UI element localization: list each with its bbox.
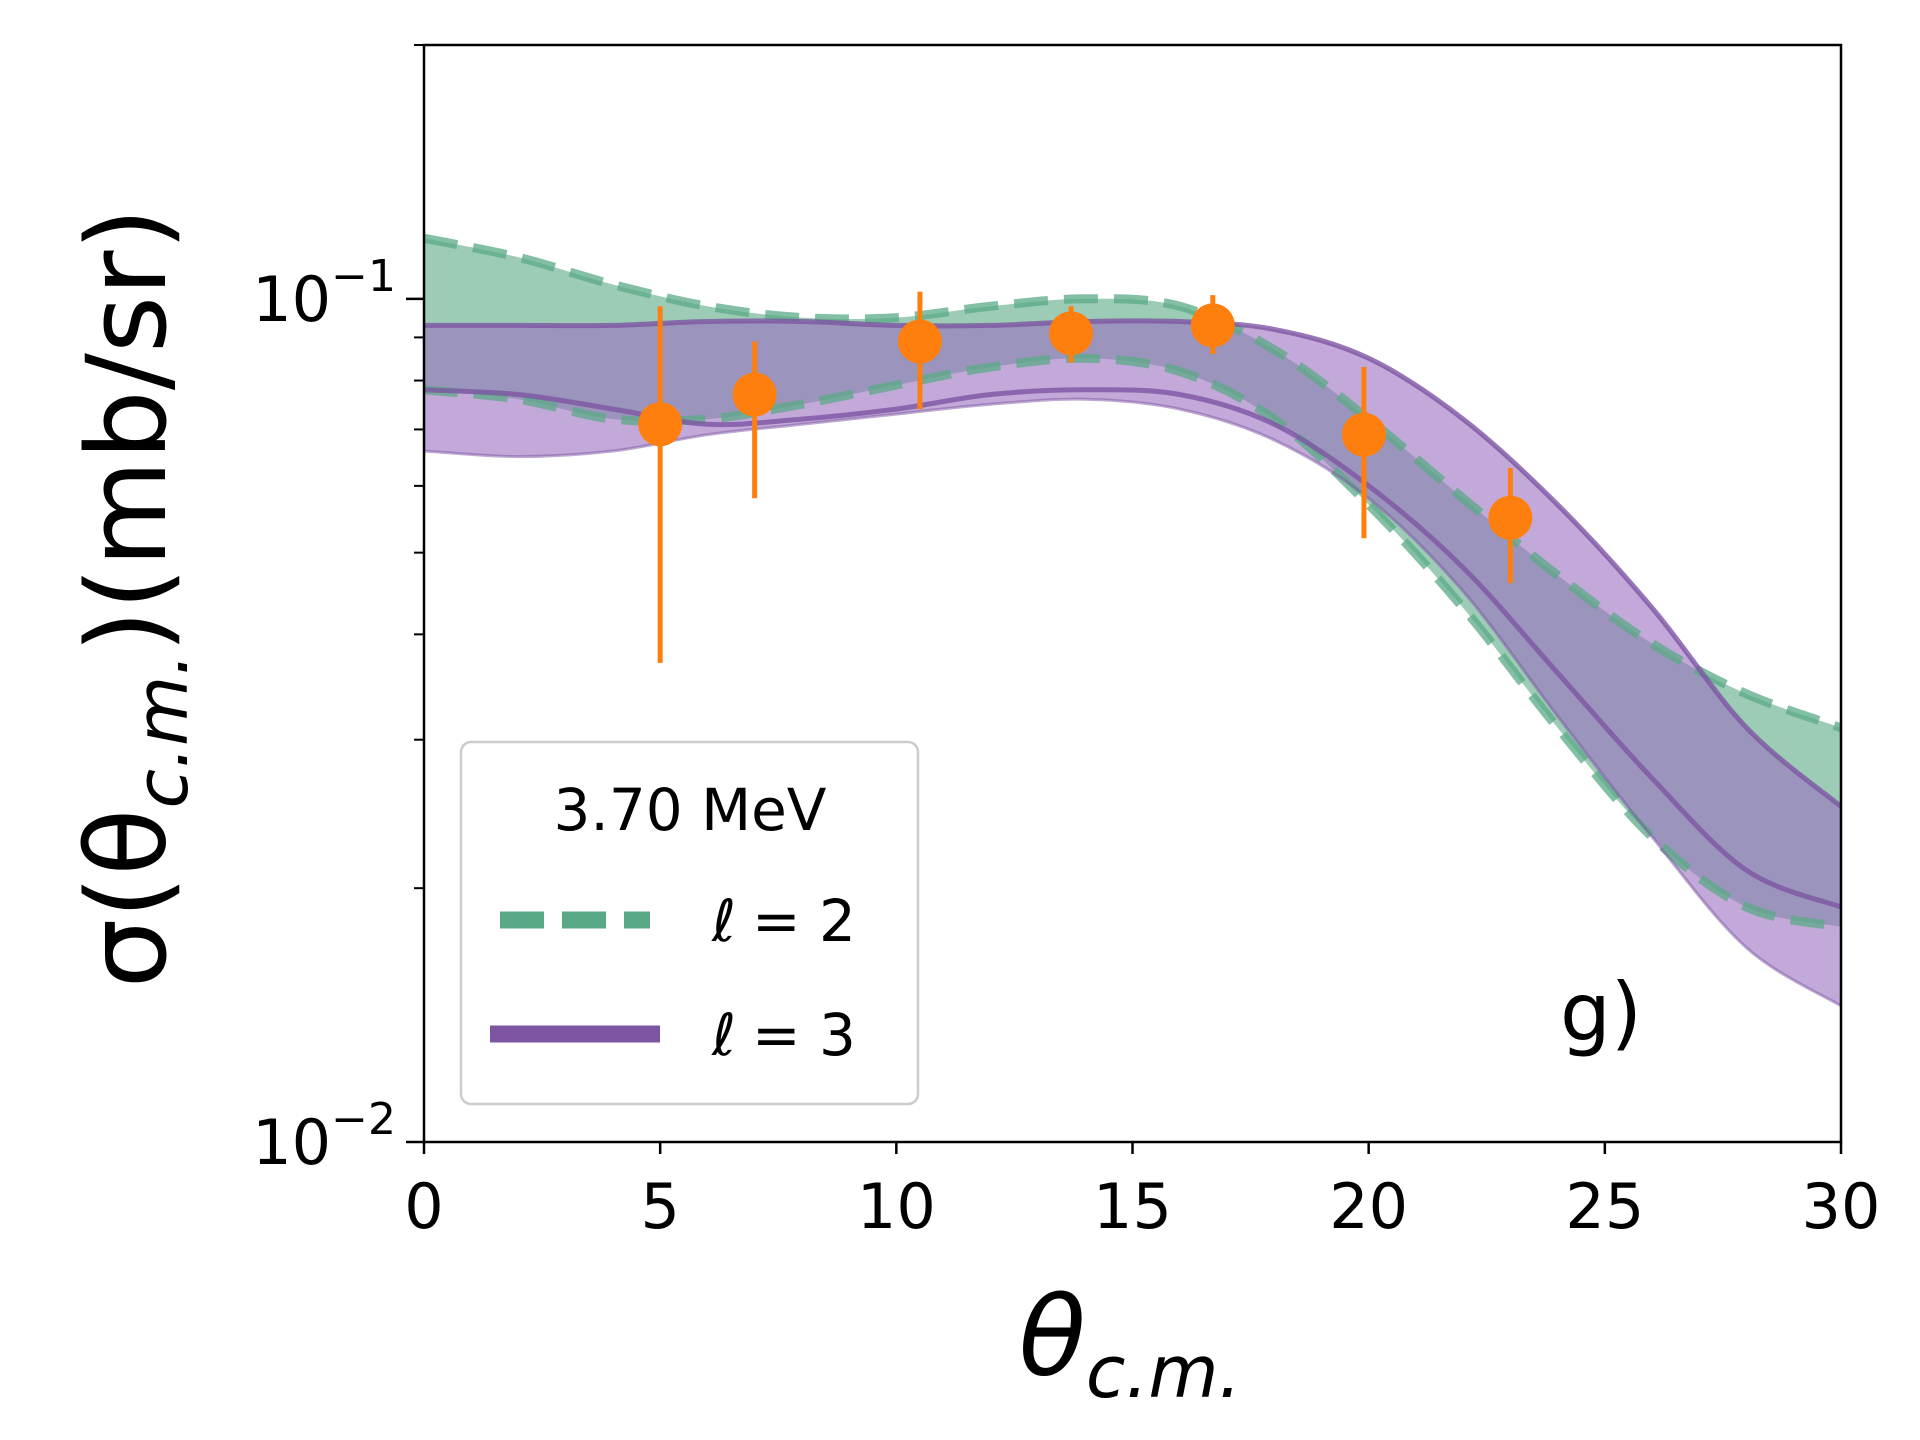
band-l3: [424, 320, 1841, 1006]
x-axis-ticks: 0 5 10 15 20 25 30: [404, 1142, 1880, 1243]
legend-label-l3: ℓ = 3: [711, 1001, 856, 1069]
y-tick-exponent: −2: [331, 1094, 396, 1145]
x-axis-symbol: θ: [1019, 1273, 1086, 1401]
y-axis-prefix: σ(θ: [63, 808, 191, 988]
curve-l2-upper: [423, 233, 1843, 732]
data-point: [1488, 495, 1533, 540]
legend-l2-value: = 2: [752, 887, 856, 955]
x-axis-subscript: c.m.: [1086, 1330, 1242, 1414]
y-tick-label: 10−1: [252, 251, 396, 336]
model-bands: [424, 238, 1841, 1006]
legend: 3.70 MeV ℓ = 2 ℓ = 3: [459, 740, 920, 1106]
y-axis-subscript: c.m.: [120, 653, 204, 809]
legend-l2-symbol: ℓ: [711, 887, 736, 955]
y-axis-ticks: 10−110−2: [252, 44, 424, 1179]
data-point: [1049, 311, 1094, 356]
y-tick-exponent: −1: [331, 251, 396, 302]
x-tick-label: 30: [1802, 1170, 1881, 1243]
data-point: [1190, 303, 1235, 348]
x-tick-label: 10: [857, 1170, 936, 1243]
x-tick-label: 15: [1093, 1170, 1172, 1243]
data-point: [1341, 412, 1386, 457]
y-tick-base: 10: [252, 1106, 331, 1179]
x-tick-label: 0: [404, 1170, 443, 1243]
data-point: [897, 319, 942, 364]
panel-label: g): [1560, 966, 1642, 1059]
curve-l3-lower-outer: [423, 397, 1842, 1008]
x-tick-label: 20: [1329, 1170, 1408, 1243]
data-point: [732, 372, 777, 417]
y-axis-title: σ(θc.m.)(mb/sr): [63, 208, 204, 989]
x-axis-title: θc.m.: [1019, 1273, 1242, 1414]
y-axis-suffix: )(mb/sr): [63, 208, 191, 653]
y-tick-label: 10−2: [252, 1094, 396, 1179]
legend-title: 3.70 MeV: [554, 776, 827, 844]
legend-l3-value: = 3: [752, 1001, 856, 1069]
legend-box: [459, 740, 920, 1106]
legend-l3-symbol: ℓ: [711, 1001, 736, 1069]
data-point: [638, 402, 683, 447]
y-tick-base: 10: [252, 263, 331, 336]
legend-label-l2: ℓ = 2: [711, 887, 856, 955]
x-tick-label: 25: [1565, 1170, 1644, 1243]
x-tick-label: 5: [640, 1170, 679, 1243]
data-points: [638, 303, 1533, 540]
curve-l3-upper: [424, 318, 1843, 809]
